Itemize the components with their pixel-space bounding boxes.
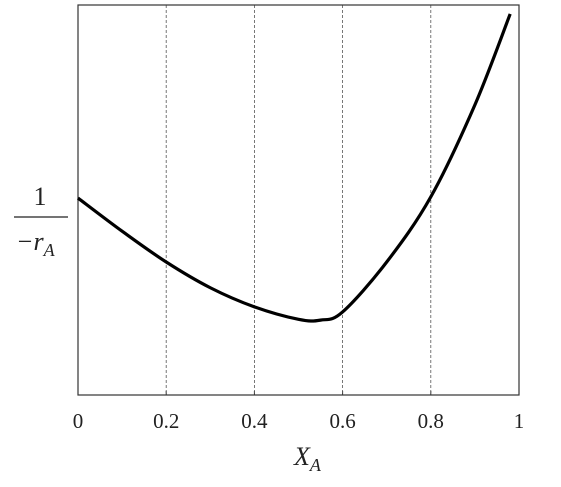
y-label-subscript: A — [43, 240, 56, 260]
curve — [77, 13, 512, 323]
x-tick-label: 0.4 — [241, 409, 268, 433]
x-label-subscript: A — [309, 455, 322, 475]
x-tick-label: 0 — [73, 409, 84, 433]
y-label-main: −r — [16, 227, 45, 256]
x-tick-label: 0.2 — [153, 409, 179, 433]
y-label-denominator: −rA — [16, 227, 56, 260]
x-label-main: X — [293, 442, 311, 471]
x-tick-label: 1 — [514, 409, 525, 433]
y-label-numerator: 1 — [34, 182, 47, 211]
plot-frame — [77, 4, 520, 396]
x-tick-label: 0.8 — [418, 409, 444, 433]
x-label: XA — [293, 442, 322, 475]
x-tick-label: 0.6 — [329, 409, 355, 433]
